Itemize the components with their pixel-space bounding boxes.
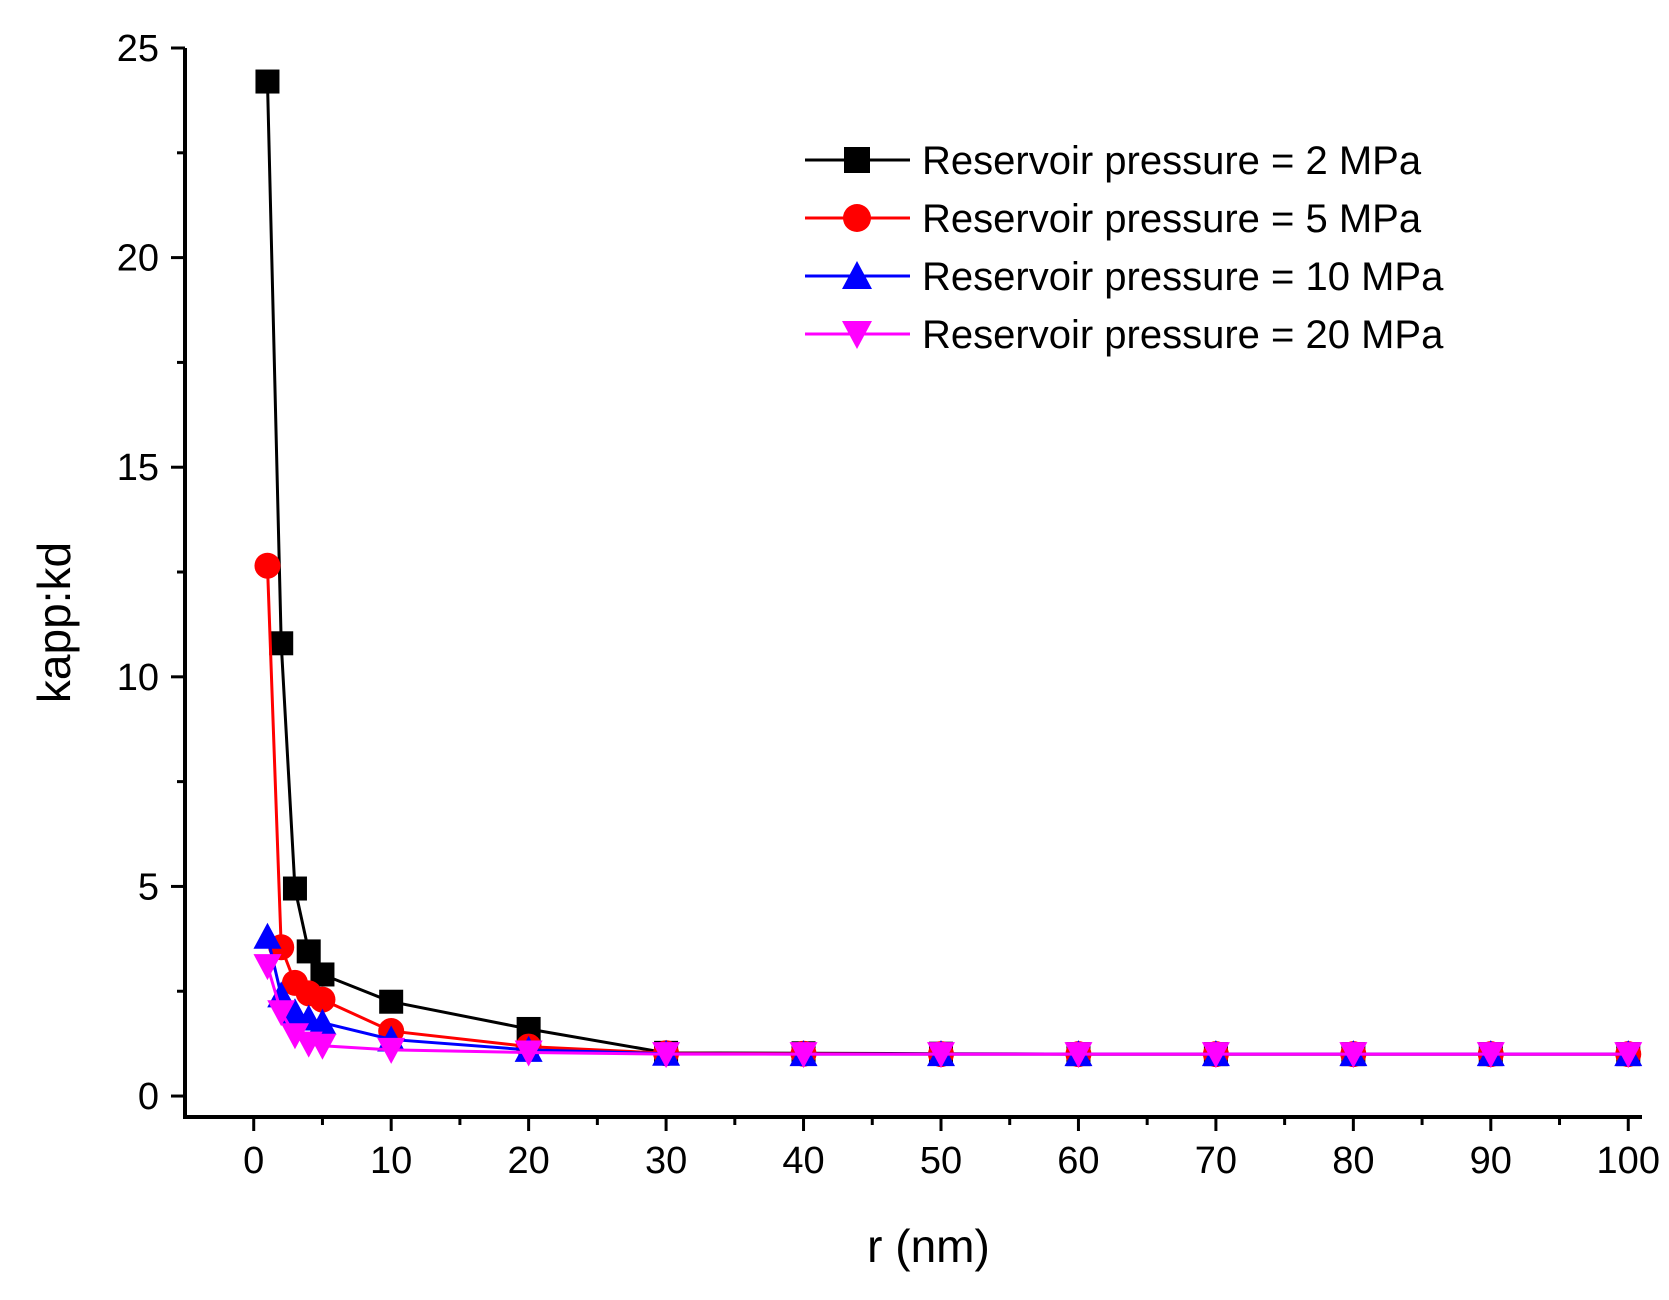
data-point (514, 1040, 543, 1067)
legend-marker (843, 204, 871, 232)
legend-label: Reservoir pressure = 20 MPa (922, 313, 1444, 357)
x-tick-label: 80 (1332, 1140, 1374, 1182)
legend: Reservoir pressure = 2 MPa Reservoir pres… (805, 139, 1444, 357)
data-point (308, 1033, 337, 1060)
x-tick-label: 50 (920, 1140, 962, 1182)
legend-item: Reservoir pressure = 10 MPa (805, 255, 1444, 299)
legend-marker (842, 321, 872, 349)
legend-label: Reservoir pressure = 10 MPa (922, 255, 1444, 299)
data-point (282, 876, 307, 901)
legend-marker (842, 261, 872, 289)
data-point (296, 939, 321, 964)
series-4 (253, 954, 1643, 1069)
data-point (269, 631, 294, 656)
data-point (1064, 1042, 1093, 1069)
legend-marker (844, 147, 870, 173)
data-point (1476, 1042, 1505, 1069)
data-point (1339, 1042, 1368, 1069)
x-tick-label: 70 (1195, 1140, 1237, 1182)
x-tick-label: 60 (1057, 1140, 1099, 1182)
data-point (267, 1000, 296, 1027)
axes: 0 5 10 15 20 25 0 10 20 30 40 50 60 70 80 90 100 (117, 28, 1660, 1182)
x-tick-label: 90 (1470, 1140, 1512, 1182)
data-point (377, 1037, 406, 1064)
data-point (789, 1042, 818, 1069)
data-point (253, 954, 282, 981)
legend-label: Reservoir pressure = 2 MPa (922, 139, 1422, 183)
legend-item: Reservoir pressure = 5 MPa (805, 197, 1422, 241)
y-tick-label: 5 (138, 866, 159, 908)
series-layer (253, 69, 1643, 1069)
x-tick-label: 40 (782, 1140, 824, 1182)
data-point (1201, 1042, 1230, 1069)
x-tick-label: 10 (370, 1140, 412, 1182)
x-tick-label: 100 (1597, 1140, 1660, 1182)
data-point (253, 922, 282, 949)
data-point (1614, 1042, 1643, 1069)
y-tick-label: 0 (138, 1076, 159, 1118)
data-point (280, 1023, 309, 1050)
data-point (379, 989, 404, 1014)
x-tick-label: 20 (507, 1140, 549, 1182)
x-tick-label: 0 (243, 1140, 264, 1182)
data-point (255, 69, 280, 94)
x-tick-label: 30 (645, 1140, 687, 1182)
data-point (652, 1042, 681, 1069)
data-point (926, 1042, 955, 1069)
y-tick-label: 15 (117, 447, 159, 489)
y-axis-label: kapp:kd (28, 542, 80, 703)
data-point (308, 1008, 337, 1035)
legend-item: Reservoir pressure = 2 MPa (805, 139, 1422, 183)
data-point (254, 552, 281, 579)
y-tick-label: 10 (117, 657, 159, 699)
x-axis-label: r (nm) (867, 1220, 990, 1272)
legend-item: Reservoir pressure = 20 MPa (805, 313, 1444, 357)
data-point (309, 986, 336, 1013)
legend-label: Reservoir pressure = 5 MPa (922, 197, 1422, 241)
y-tick-label: 25 (117, 28, 159, 70)
y-tick-label: 20 (117, 238, 159, 280)
